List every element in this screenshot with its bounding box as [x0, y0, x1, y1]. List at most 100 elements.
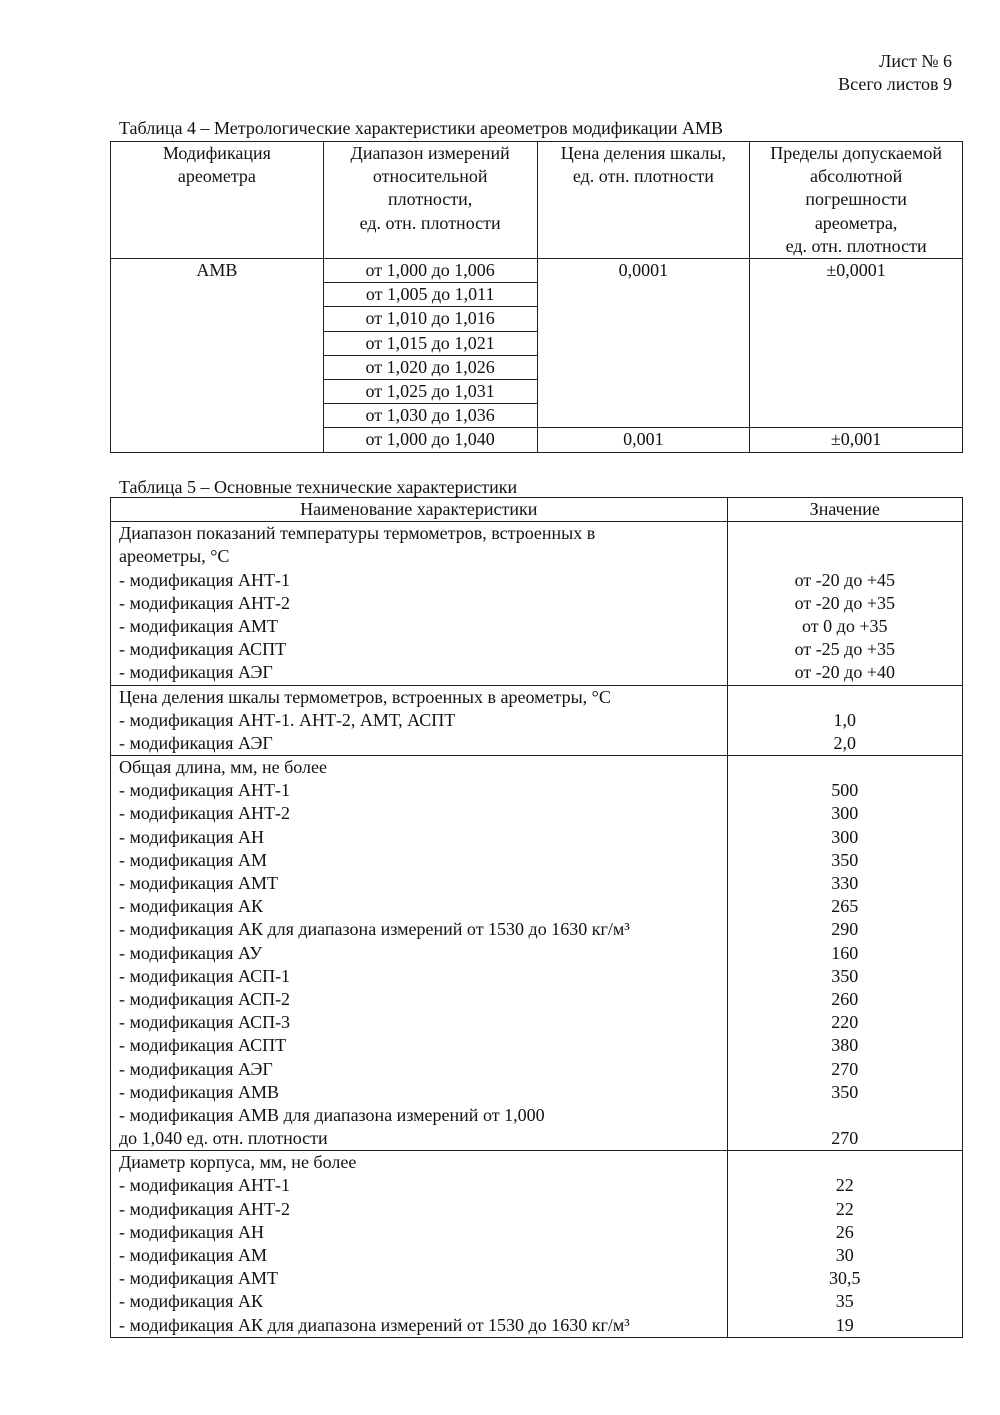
table-row: от 1,000 до 1,040 0,001 ±0,001	[111, 427, 963, 453]
characteristic-line: - модификация АНТ-1	[119, 569, 290, 590]
range-cell: от 1,000 до 1,006	[322, 258, 538, 284]
value-line	[732, 1104, 958, 1127]
value-line: 220	[831, 1012, 859, 1033]
header-line: погрешности	[805, 189, 907, 210]
characteristic-cell: Общая длина, мм, не более - модификация А…	[110, 755, 728, 1152]
characteristic-line: - модификация АНТ-2	[119, 803, 290, 824]
characteristic-line: - модификация АМТ	[119, 873, 278, 894]
value-line: 270	[831, 1128, 859, 1149]
characteristic-line: - модификация АМТ	[119, 1268, 278, 1289]
header-line: Цена деления шкалы,	[560, 143, 727, 163]
range-cell: от 1,015 до 1,021	[322, 330, 538, 356]
value-line: 350	[831, 1081, 859, 1102]
range-cell: от 1,000 до 1,040	[322, 427, 538, 453]
characteristic-line: Диаметр корпуса, мм, не более	[119, 1152, 357, 1173]
value-line	[732, 686, 958, 709]
value-line: от 0 до +35	[802, 615, 888, 636]
table4-header-cell: Модификация ареометра	[110, 140, 324, 260]
value-line: от -20 до +35	[794, 592, 895, 613]
characteristic-line: Диапазон показаний температуры термометр…	[119, 523, 596, 544]
value-line: от -20 до +45	[794, 569, 895, 590]
table-row: Диаметр корпуса, мм, не более - модификац…	[110, 1150, 964, 1338]
characteristic-line: - модификация АСП-3	[119, 1012, 291, 1033]
table4: Модификация ареометра Диапазон измерений о…	[110, 140, 963, 453]
value-line: 1,0	[833, 709, 857, 730]
table4-header-cell: Диапазон измерений относительной плотности…	[322, 140, 538, 260]
value-line: 26	[835, 1221, 854, 1242]
table-row: Цена деления шкалы термометров, встроенн…	[110, 684, 964, 757]
characteristic-line: Цена деления шкалы термометров, встроенн…	[119, 686, 611, 707]
table5-header-row: Наименование характеристики Значение	[110, 496, 964, 523]
characteristic-line: Общая длина, мм, не более	[119, 757, 327, 778]
header-line: Пределы допускаемой	[770, 143, 942, 163]
table4-header-cell: Цена деления шкалы, ед. отн. плотности	[536, 140, 751, 260]
header-line: ед. отн. плотности	[359, 212, 501, 233]
value-line: 350	[831, 849, 859, 870]
value-line: 270	[831, 1058, 859, 1079]
error-cell: ±0,0001	[749, 258, 963, 429]
value-line: 380	[831, 1035, 859, 1056]
table-row: от 1,015 до 1,021	[111, 330, 963, 356]
characteristic-line: - модификация АЭГ	[119, 1058, 273, 1079]
header-line: Модификация	[162, 143, 271, 163]
characteristic-cell: Цена деления шкалы термометров, встроенн…	[110, 684, 728, 757]
characteristic-line: до 1,040 ед. отн. плотности	[119, 1128, 328, 1149]
characteristic-line: - модификация АСП-2	[119, 988, 291, 1009]
value-line: 2,0	[833, 732, 857, 753]
characteristic-line: - модификация АК	[119, 1291, 263, 1312]
division-cell: 0,0001	[536, 258, 751, 429]
table-row: от 1,010 до 1,016	[111, 306, 963, 332]
modification-cell: АМВ	[110, 258, 324, 453]
header-value: Значение	[726, 496, 964, 523]
table-row: от 1,005 до 1,011	[111, 282, 963, 308]
value-line: 300	[831, 826, 859, 847]
characteristic-line: - модификация АМВ	[119, 1081, 279, 1102]
value-line: 300	[831, 803, 859, 824]
table-row: от 1,025 до 1,031	[111, 379, 963, 405]
value-line: 35	[835, 1291, 854, 1312]
value-cell: 22 22 26 30 30,5 35 19	[726, 1150, 964, 1338]
value-cell: 500 300 300 350 330 265 290 160 350 260 220 380 270 3…	[726, 755, 964, 1152]
characteristic-line: - модификация АМТ	[119, 615, 278, 636]
range-cell: от 1,010 до 1,016	[322, 306, 538, 332]
characteristic-line: - модификация АСПТ	[119, 639, 287, 660]
sheet-info: Лист № 6 Всего листов 9	[838, 50, 952, 96]
value-line	[732, 522, 958, 545]
characteristic-line: - модификация АК для диапазона измерений…	[119, 1314, 630, 1335]
division-cell: 0,001	[536, 427, 751, 453]
characteristic-line: - модификация АНТ-1	[119, 780, 290, 801]
header-line: относительной	[372, 166, 488, 187]
characteristic-line: - модификация АНТ-2	[119, 592, 290, 613]
value-line: 265	[831, 896, 859, 917]
header-line: ед. отн. плотности	[572, 166, 714, 187]
characteristic-line: - модификация АНТ-1	[119, 1175, 290, 1196]
characteristic-line: - модификация АЭГ	[119, 662, 273, 683]
characteristic-line: - модификация АМ	[119, 849, 267, 870]
characteristic-line: - модификация АНТ-2	[119, 1198, 290, 1219]
value-line: 22	[835, 1175, 854, 1196]
value-line	[732, 545, 958, 568]
range-cell: от 1,005 до 1,011	[322, 282, 538, 308]
characteristic-line: - модификация АК	[119, 896, 263, 917]
value-line: 30	[835, 1245, 854, 1266]
value-line: от -20 до +40	[794, 662, 895, 683]
header-line: ед. отн. плотности	[785, 235, 927, 256]
characteristic-cell: Диапазон показаний температуры термометр…	[110, 521, 728, 686]
header-line: абсолютной	[809, 166, 903, 187]
value-line: от -25 до +35	[794, 639, 895, 660]
value-line: 500	[831, 780, 859, 801]
range-cell: от 1,030 до 1,036	[322, 403, 538, 429]
sheet-total: Всего листов 9	[838, 74, 952, 95]
characteristic-line: - модификация АУ	[119, 942, 263, 963]
characteristic-cell: Диаметр корпуса, мм, не более - модификац…	[110, 1150, 728, 1338]
value-line: 290	[831, 919, 859, 940]
characteristic-line: - модификация АМ	[119, 1245, 267, 1266]
header-line: ареометра	[177, 166, 256, 187]
sheet-number: Лист № 6	[879, 51, 952, 71]
table5: Наименование характеристики Значение Диа…	[110, 496, 964, 1338]
table-row: АМВ от 1,000 до 1,006 0,0001 ±0,0001	[110, 258, 963, 453]
value-line: 19	[835, 1314, 854, 1335]
value-line: 330	[831, 873, 859, 894]
characteristic-line: ареометры, °С	[119, 546, 230, 567]
value-line	[732, 756, 958, 779]
